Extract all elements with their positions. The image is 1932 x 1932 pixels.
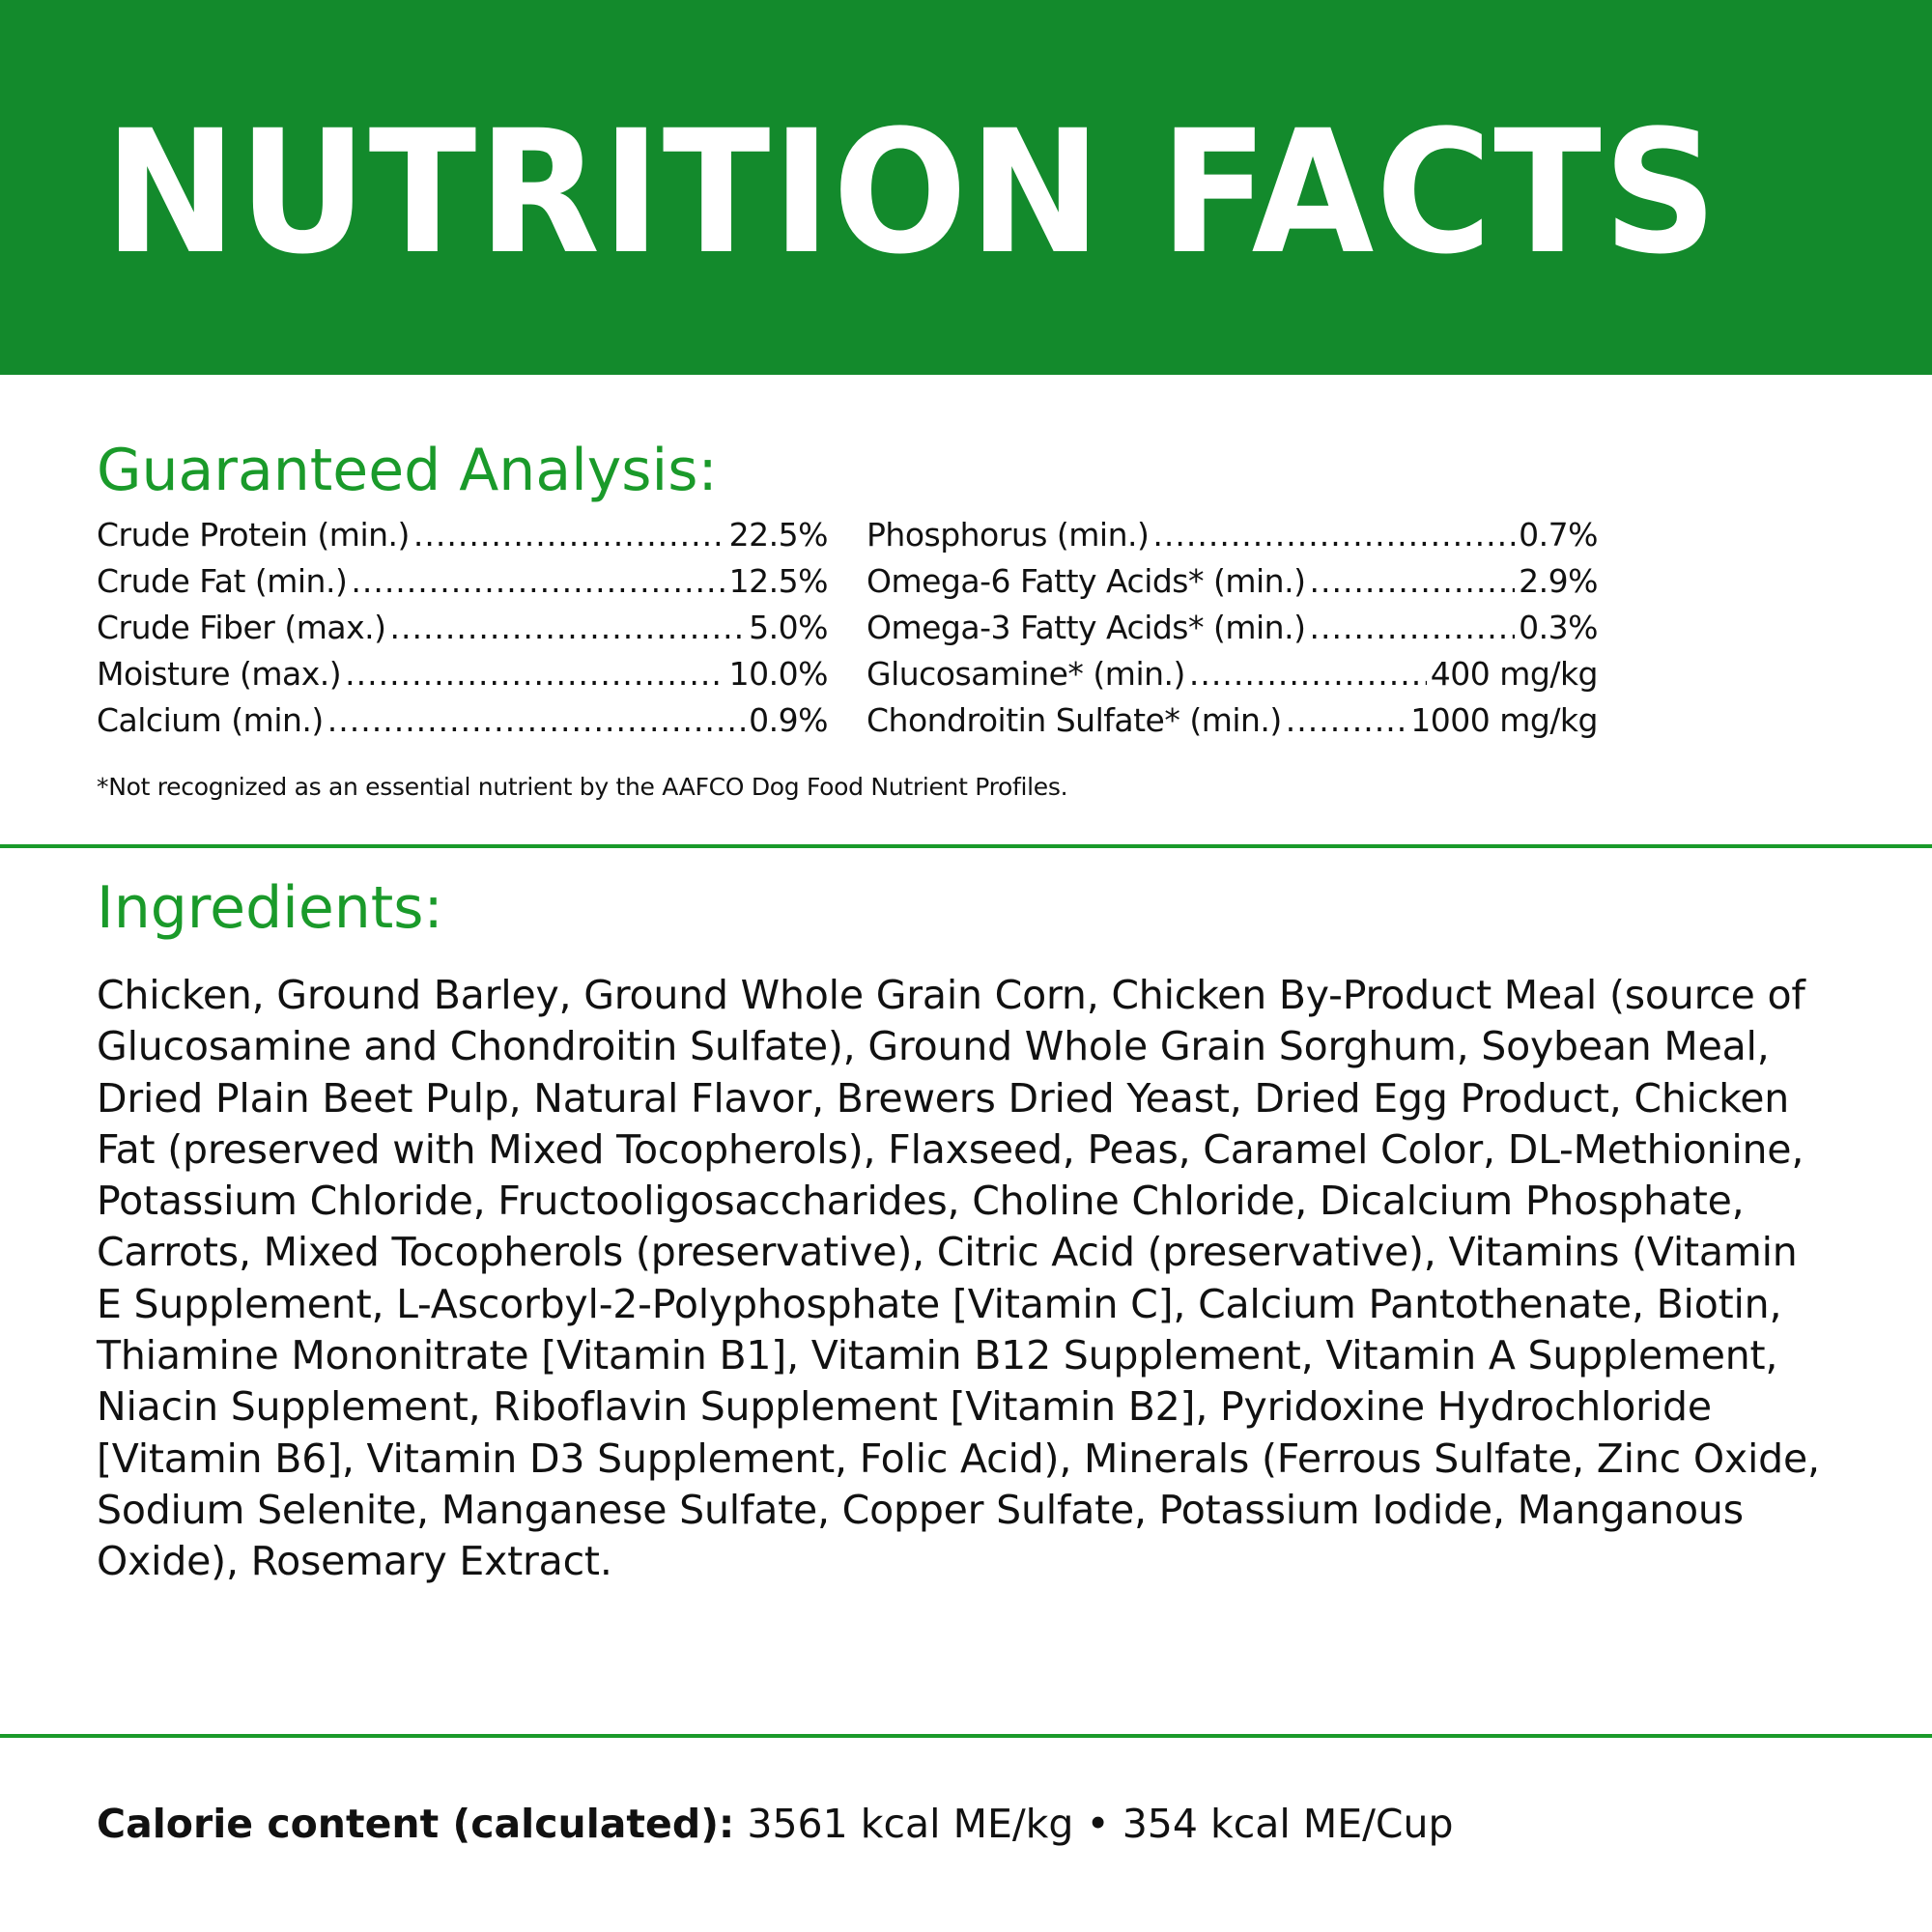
nutrient-value: 0.9% — [749, 701, 828, 739]
divider — [0, 1734, 1932, 1738]
nutrient-value: 10.0% — [728, 655, 829, 693]
leader-dots — [345, 651, 725, 697]
leader-dots — [1309, 605, 1515, 651]
guaranteed-analysis-heading: Guaranteed Analysis: — [97, 437, 718, 504]
leader-dots — [327, 697, 745, 744]
nutrient-value: 5.0% — [749, 609, 828, 646]
analysis-row: Calcium (min.) 0.9% — [97, 697, 828, 744]
leader-dots — [1309, 558, 1515, 605]
nutrient-label: Crude Fiber (max.) — [97, 609, 386, 646]
ingredients-text: Chicken, Ground Barley, Ground Whole Gra… — [97, 972, 1820, 1585]
header-banner: NUTRITION FACTS — [0, 0, 1932, 375]
nutrient-value: 0.7% — [1519, 516, 1598, 554]
nutrient-label: Calcium (min.) — [97, 701, 324, 739]
calorie-content: Calorie content (calculated): 3561 kcal … — [97, 1799, 1454, 1849]
ingredients-heading: Ingredients: — [97, 874, 443, 942]
analysis-row: Chondroitin Sulfate* (min.) 1000 mg/kg — [867, 697, 1598, 744]
nutrient-value: 22.5% — [728, 516, 829, 554]
analysis-column-right: Phosphorus (min.) 0.7% Omega-6 Fatty Acids… — [867, 512, 1599, 744]
analysis-row: Moisture (max.) 10.0% — [97, 651, 829, 697]
nutrient-label: Phosphorus (min.) — [867, 516, 1150, 554]
nutrient-label: Chondroitin Sulfate* (min.) — [867, 701, 1282, 739]
nutrient-value: 2.9% — [1519, 562, 1598, 600]
analysis-row: Omega-6 Fatty Acids* (min.) 2.9% — [867, 558, 1598, 605]
nutrient-value: 0.3% — [1519, 609, 1598, 646]
leader-dots — [413, 512, 725, 558]
leader-dots — [351, 558, 724, 605]
analysis-row: Crude Fiber (max.) 5.0% — [97, 605, 828, 651]
nutrient-label: Crude Protein (min.) — [97, 516, 410, 554]
leader-dots — [1189, 651, 1427, 697]
nutrient-value: 1000 mg/kg — [1410, 701, 1598, 739]
analysis-row: Glucosamine* (min.) 400 mg/kg — [867, 651, 1599, 697]
analysis-row: Crude Protein (min.) 22.5% — [97, 512, 829, 558]
calorie-label: Calorie content (calculated): — [97, 1801, 735, 1847]
nutrient-label: Crude Fat (min.) — [97, 562, 348, 600]
leader-dots — [1152, 512, 1515, 558]
footnote: *Not recognized as an essential nutrient… — [97, 773, 1068, 801]
leader-dots — [389, 605, 745, 651]
nutrient-label: Omega-6 Fatty Acids* (min.) — [867, 562, 1306, 600]
calorie-value: 3561 kcal ME/kg • 354 kcal ME/Cup — [747, 1801, 1454, 1847]
leader-dots — [1286, 697, 1406, 744]
page-title: NUTRITION FACTS — [104, 94, 1719, 292]
analysis-row: Crude Fat (min.) 12.5% — [97, 558, 829, 605]
analysis-column-left: Crude Protein (min.) 22.5% Crude Fat (min.… — [97, 512, 829, 744]
nutrient-label: Omega-3 Fatty Acids* (min.) — [867, 609, 1306, 646]
nutrient-label: Glucosamine* (min.) — [867, 655, 1185, 693]
divider — [0, 844, 1932, 848]
nutrient-value: 12.5% — [728, 562, 829, 600]
nutrient-label: Moisture (max.) — [97, 655, 342, 693]
analysis-row: Phosphorus (min.) 0.7% — [867, 512, 1598, 558]
nutrient-value: 400 mg/kg — [1430, 655, 1599, 693]
analysis-row: Omega-3 Fatty Acids* (min.) 0.3% — [867, 605, 1598, 651]
